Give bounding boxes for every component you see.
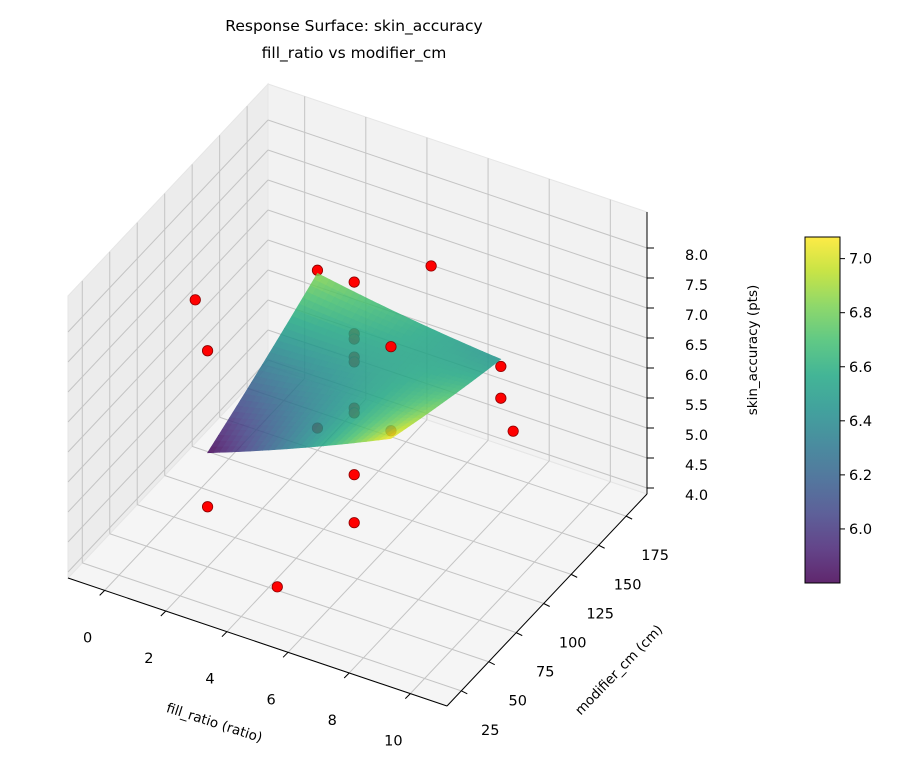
x-tick-label: 2	[144, 651, 153, 667]
y-tick-mark	[598, 544, 605, 549]
y-tick-mark	[570, 573, 578, 578]
z-tick-label: 6.5	[685, 338, 708, 354]
gridline-z-left	[67, 239, 269, 453]
x-tick-mark	[404, 693, 411, 699]
colorbar-frame	[804, 236, 841, 584]
data-point	[348, 469, 360, 481]
gridline-z-back	[267, 209, 648, 339]
x-tick-mark	[160, 610, 167, 617]
z-tick-label: 6.0	[685, 368, 708, 384]
colorbar-tick-label: 6.0	[849, 522, 872, 538]
data-point	[495, 360, 507, 373]
x-axis-label: fill_ratio (ratio)	[164, 700, 264, 746]
y-tick-mark	[625, 515, 633, 520]
z-tick-label: 4.0	[685, 488, 708, 504]
x-tick-label: 0	[83, 630, 92, 646]
colorbar: 6.0 6.2 6.4 6.6 6.8 7.0	[804, 236, 872, 584]
y-tick-label: 100	[559, 635, 587, 651]
data-point	[201, 501, 214, 513]
gridline-x-floor	[409, 481, 611, 694]
gridline-z-back	[267, 179, 648, 309]
gridline-x-floor	[348, 460, 550, 674]
data-point	[385, 341, 397, 353]
z-tick-label: 5.0	[685, 428, 708, 444]
y-axis-line	[446, 493, 648, 707]
gridline-z-left	[67, 329, 269, 543]
data-point	[201, 345, 214, 357]
gridline-z-left	[67, 179, 269, 393]
gridline-y-floor	[192, 445, 572, 575]
x-tick-label: 10	[384, 734, 402, 750]
z-tick-label: 7.0	[685, 308, 708, 324]
x-tick-label: 4	[205, 672, 214, 688]
gridline-y-floor	[109, 533, 489, 663]
gridline-y-floor	[137, 504, 517, 634]
y-tick-mark	[516, 632, 523, 637]
data-point	[189, 294, 201, 306]
data-point	[348, 276, 360, 288]
colorbar-tick-label: 6.6	[849, 360, 872, 376]
data-point	[271, 581, 283, 593]
y-tick-label: 25	[481, 723, 499, 739]
gridline-z-left	[67, 299, 269, 513]
colorbar-tick-label: 6.4	[849, 414, 872, 430]
gridline-z-back	[267, 239, 648, 369]
gridline-x-floor	[287, 439, 489, 653]
y-tick-label: 175	[641, 548, 669, 564]
gridline-y-floor	[164, 475, 544, 604]
colorbar-tick-label: 7.0	[849, 252, 872, 268]
x-tick-mark	[343, 672, 350, 679]
gridline-z-left	[67, 149, 269, 363]
data-point	[507, 425, 519, 437]
axis-lines	[67, 212, 654, 707]
response-surface	[207, 272, 502, 454]
x-tick-mark	[282, 651, 289, 658]
gridline-z-back	[267, 149, 648, 279]
gridline-z-left	[67, 209, 269, 423]
gridline-x-floor	[226, 419, 428, 633]
z-tick-label: 8.0	[685, 248, 708, 264]
z-axis-label: skin_accuracy (pts)	[745, 285, 761, 416]
z-tick-label: 5.5	[685, 398, 708, 414]
x-tick-mark	[99, 590, 106, 596]
gridline-y-floor	[82, 562, 462, 692]
y-tick-label: 150	[614, 577, 642, 593]
z-tick-label: 4.5	[685, 458, 708, 474]
data-point	[495, 392, 507, 404]
chart-title: Response Surface: skin_accuracy	[225, 17, 482, 36]
y-tick-mark	[461, 690, 468, 695]
x-tick-label: 6	[266, 692, 275, 708]
x-axis-line	[67, 577, 448, 707]
colorbar-tick-label: 6.8	[849, 306, 872, 322]
y-tick-label: 50	[509, 694, 527, 710]
colorbar-tick-label: 6.2	[849, 468, 872, 484]
chart-subtitle: fill_ratio vs modifier_cm	[262, 44, 447, 63]
z-tick-label: 7.5	[685, 278, 708, 294]
y-tick-label: 75	[536, 665, 554, 681]
data-point	[425, 260, 437, 272]
x-tick-mark	[221, 631, 228, 638]
scatter-points-front	[189, 260, 519, 593]
y-tick-mark	[543, 603, 550, 607]
gridline-z-left	[67, 269, 269, 483]
x-tick-label: 8	[328, 713, 337, 729]
gridline-z-back	[267, 119, 648, 249]
data-point	[348, 517, 360, 529]
y-tick-mark	[488, 661, 495, 666]
surface-patch	[384, 435, 395, 440]
y-tick-label: 125	[586, 606, 614, 622]
gridline-z-left	[67, 359, 269, 573]
gridline-z-left	[67, 119, 269, 333]
colorbar-gradient	[805, 237, 840, 583]
